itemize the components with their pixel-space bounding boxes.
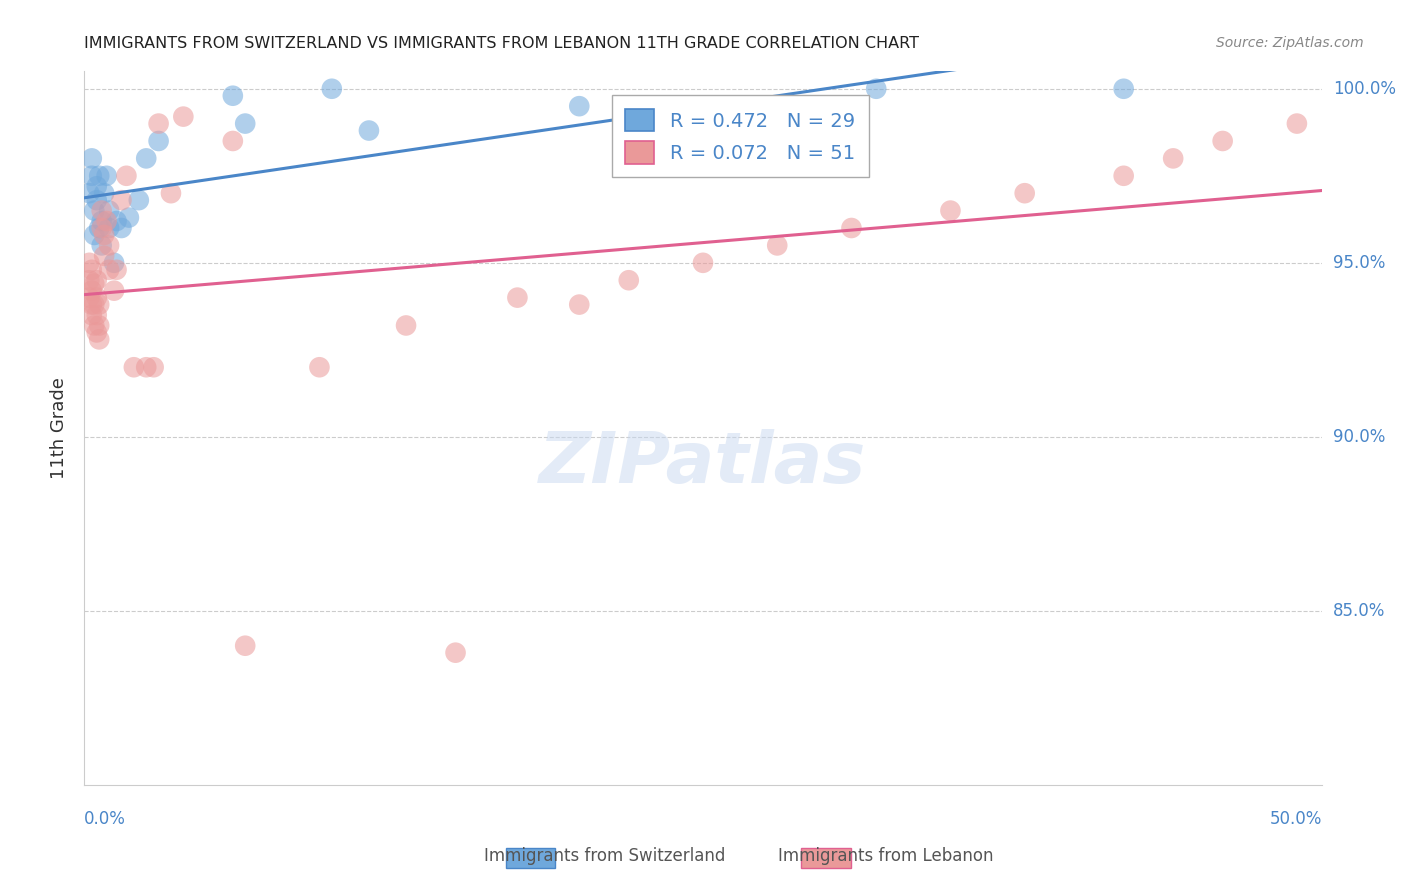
Point xyxy=(89,169,111,183)
Text: ZIPatlas: ZIPatlas xyxy=(540,429,866,499)
Point xyxy=(110,221,132,235)
Point xyxy=(568,99,591,113)
Point xyxy=(80,297,103,311)
Point xyxy=(160,186,183,201)
Text: 85.0%: 85.0% xyxy=(1333,602,1385,620)
Point xyxy=(80,284,103,298)
Point xyxy=(939,203,962,218)
Point xyxy=(321,82,343,96)
Point xyxy=(86,326,108,340)
Point xyxy=(83,227,105,242)
Point xyxy=(79,256,101,270)
Point xyxy=(142,360,165,375)
Point xyxy=(105,262,128,277)
Y-axis label: 11th Grade: 11th Grade xyxy=(51,377,69,479)
Text: Immigrants from Lebanon: Immigrants from Lebanon xyxy=(778,847,994,865)
Point xyxy=(766,238,789,252)
Point xyxy=(83,318,105,333)
Point xyxy=(222,88,245,103)
Point xyxy=(1112,169,1135,183)
Point xyxy=(93,227,115,242)
Point xyxy=(89,318,111,333)
Point xyxy=(105,214,128,228)
Point xyxy=(222,134,245,148)
Point xyxy=(865,82,887,96)
Point xyxy=(98,203,121,218)
Point xyxy=(128,193,150,207)
Point xyxy=(86,308,108,322)
Text: 95.0%: 95.0% xyxy=(1333,254,1385,272)
Point xyxy=(357,123,380,137)
Point xyxy=(79,186,101,201)
Point xyxy=(135,152,157,166)
Point xyxy=(89,332,111,346)
Point xyxy=(1161,152,1184,166)
Text: 90.0%: 90.0% xyxy=(1333,428,1385,446)
Point xyxy=(841,221,863,235)
Point xyxy=(83,297,105,311)
Point xyxy=(308,360,330,375)
Point xyxy=(98,262,121,277)
Point xyxy=(86,291,108,305)
Point xyxy=(80,169,103,183)
Point xyxy=(83,203,105,218)
Point xyxy=(692,256,714,270)
Point xyxy=(79,291,101,305)
Point xyxy=(89,221,111,235)
Point xyxy=(90,203,112,218)
Point xyxy=(444,646,467,660)
Point xyxy=(93,186,115,201)
Point xyxy=(172,110,194,124)
Point xyxy=(96,214,118,228)
Text: 100.0%: 100.0% xyxy=(1333,79,1396,98)
Point xyxy=(118,211,141,225)
Legend: R = 0.472   N = 29, R = 0.072   N = 51: R = 0.472 N = 29, R = 0.072 N = 51 xyxy=(612,95,869,178)
Point xyxy=(122,360,145,375)
Point xyxy=(395,318,418,333)
Point xyxy=(93,249,115,263)
Point xyxy=(148,134,170,148)
Point xyxy=(83,277,105,291)
Point xyxy=(79,273,101,287)
Point xyxy=(90,221,112,235)
Point xyxy=(1112,82,1135,96)
Point xyxy=(86,179,108,194)
Point xyxy=(1212,134,1234,148)
Point xyxy=(90,214,112,228)
Point xyxy=(96,169,118,183)
Text: Immigrants from Switzerland: Immigrants from Switzerland xyxy=(484,847,725,865)
Text: Source: ZipAtlas.com: Source: ZipAtlas.com xyxy=(1216,36,1364,50)
Point xyxy=(1285,117,1308,131)
Point xyxy=(80,262,103,277)
Text: IMMIGRANTS FROM SWITZERLAND VS IMMIGRANTS FROM LEBANON 11TH GRADE CORRELATION CH: IMMIGRANTS FROM SWITZERLAND VS IMMIGRANT… xyxy=(84,36,920,51)
Text: 50.0%: 50.0% xyxy=(1270,810,1322,828)
Point xyxy=(86,273,108,287)
Point xyxy=(86,193,108,207)
Point xyxy=(115,169,138,183)
Point xyxy=(80,152,103,166)
Point xyxy=(506,291,529,305)
Text: 0.0%: 0.0% xyxy=(84,810,127,828)
Point xyxy=(90,238,112,252)
Point xyxy=(148,117,170,131)
Point xyxy=(98,221,121,235)
Point xyxy=(103,256,125,270)
Point xyxy=(80,308,103,322)
Point xyxy=(110,193,132,207)
Point xyxy=(135,360,157,375)
Point xyxy=(1014,186,1036,201)
Point xyxy=(617,273,640,287)
Point xyxy=(89,297,111,311)
Point xyxy=(103,284,125,298)
Point xyxy=(98,238,121,252)
Point xyxy=(233,639,256,653)
Point xyxy=(233,117,256,131)
Point xyxy=(568,297,591,311)
